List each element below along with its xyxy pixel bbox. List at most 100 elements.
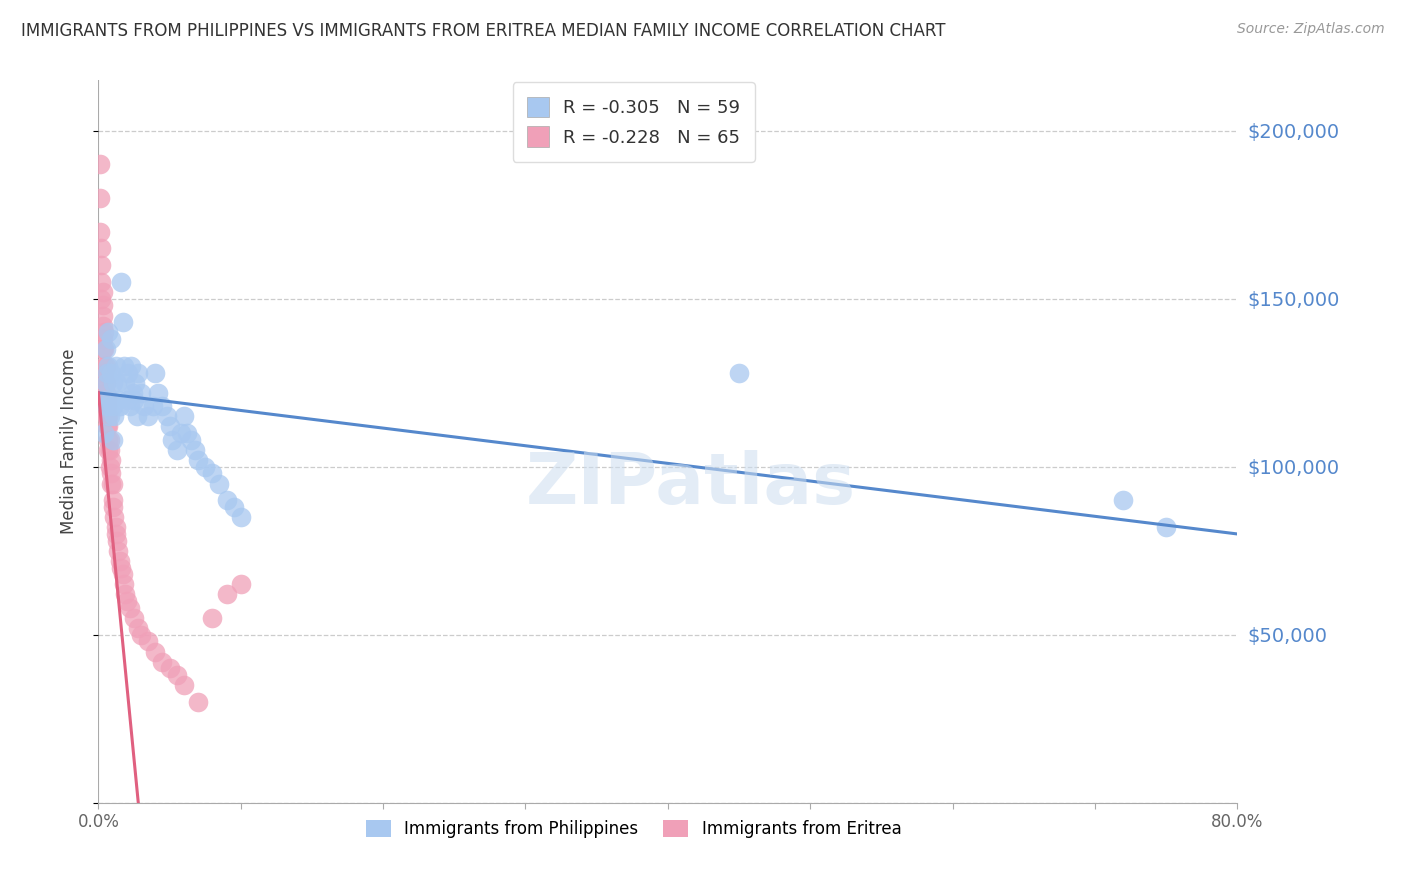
Point [104, 527, 127, 541]
Point [93, 359, 115, 373]
Point [105, 533, 128, 548]
Point [107, 392, 129, 407]
Point [187, 453, 209, 467]
Point [104, 520, 127, 534]
Point [94, 376, 117, 390]
Point [94, 359, 117, 373]
Point [90, 241, 112, 255]
Point [97, 409, 120, 424]
Point [118, 600, 141, 615]
Point [114, 587, 136, 601]
Point [96, 366, 118, 380]
Point [129, 385, 152, 400]
Point [94, 376, 117, 390]
Point [222, 500, 245, 514]
Point [148, 385, 170, 400]
Point [98, 442, 121, 457]
Point [98, 459, 121, 474]
Point [176, 426, 198, 441]
Point [728, 366, 751, 380]
Point [1112, 493, 1135, 508]
Point [100, 453, 122, 467]
Point [229, 510, 252, 524]
Point [96, 399, 118, 413]
Point [91, 309, 114, 323]
Point [117, 366, 139, 380]
Point [112, 359, 135, 373]
Text: IMMIGRANTS FROM PHILIPPINES VS IMMIGRANTS FROM ERITREA MEDIAN FAMILY INCOME CORR: IMMIGRANTS FROM PHILIPPINES VS IMMIGRANT… [21, 22, 946, 40]
Point [97, 326, 120, 340]
Y-axis label: Median Family Income: Median Family Income [59, 349, 77, 534]
Point [121, 385, 143, 400]
Point [180, 433, 202, 447]
Point [136, 634, 159, 648]
Point [152, 655, 174, 669]
Point [97, 442, 120, 457]
Legend: Immigrants from Philippines, Immigrants from Eritrea: Immigrants from Philippines, Immigrants … [360, 814, 908, 845]
Point [90, 275, 112, 289]
Point [156, 409, 179, 424]
Point [162, 433, 184, 447]
Point [90, 292, 112, 306]
Point [129, 628, 152, 642]
Point [100, 366, 122, 380]
Point [100, 332, 122, 346]
Point [115, 594, 138, 608]
Text: ZIPatlas: ZIPatlas [526, 450, 856, 519]
Point [173, 678, 195, 692]
Point [107, 543, 129, 558]
Point [194, 459, 217, 474]
Point [108, 554, 131, 568]
Point [229, 577, 252, 591]
Point [101, 500, 124, 514]
Point [125, 409, 148, 424]
Point [103, 409, 125, 424]
Point [97, 419, 120, 434]
Point [91, 285, 114, 299]
Point [94, 409, 117, 424]
Point [90, 258, 112, 272]
Point [91, 332, 114, 346]
Point [112, 577, 135, 591]
Point [94, 385, 117, 400]
Point [93, 342, 115, 356]
Point [98, 392, 121, 407]
Point [93, 326, 115, 340]
Point [111, 315, 134, 329]
Point [91, 342, 114, 356]
Point [89, 191, 111, 205]
Point [215, 587, 238, 601]
Point [110, 275, 132, 289]
Point [1154, 520, 1177, 534]
Point [93, 366, 115, 380]
Point [97, 359, 120, 373]
Point [122, 392, 145, 407]
Point [110, 560, 132, 574]
Point [145, 644, 167, 658]
Point [208, 476, 231, 491]
Point [101, 476, 124, 491]
Point [170, 426, 193, 441]
Point [93, 376, 115, 390]
Point [118, 399, 141, 413]
Point [105, 376, 128, 390]
Text: Source: ZipAtlas.com: Source: ZipAtlas.com [1237, 22, 1385, 37]
Point [91, 318, 114, 333]
Point [108, 399, 131, 413]
Point [173, 409, 195, 424]
Point [93, 426, 115, 441]
Point [111, 567, 134, 582]
Point [94, 399, 117, 413]
Point [152, 399, 174, 413]
Point [91, 298, 114, 312]
Point [101, 376, 124, 390]
Point [187, 695, 209, 709]
Point [166, 668, 188, 682]
Point [96, 409, 118, 424]
Point [145, 366, 167, 380]
Point [91, 392, 114, 407]
Point [184, 442, 207, 457]
Point [101, 399, 124, 413]
Point [127, 366, 149, 380]
Point [166, 442, 188, 457]
